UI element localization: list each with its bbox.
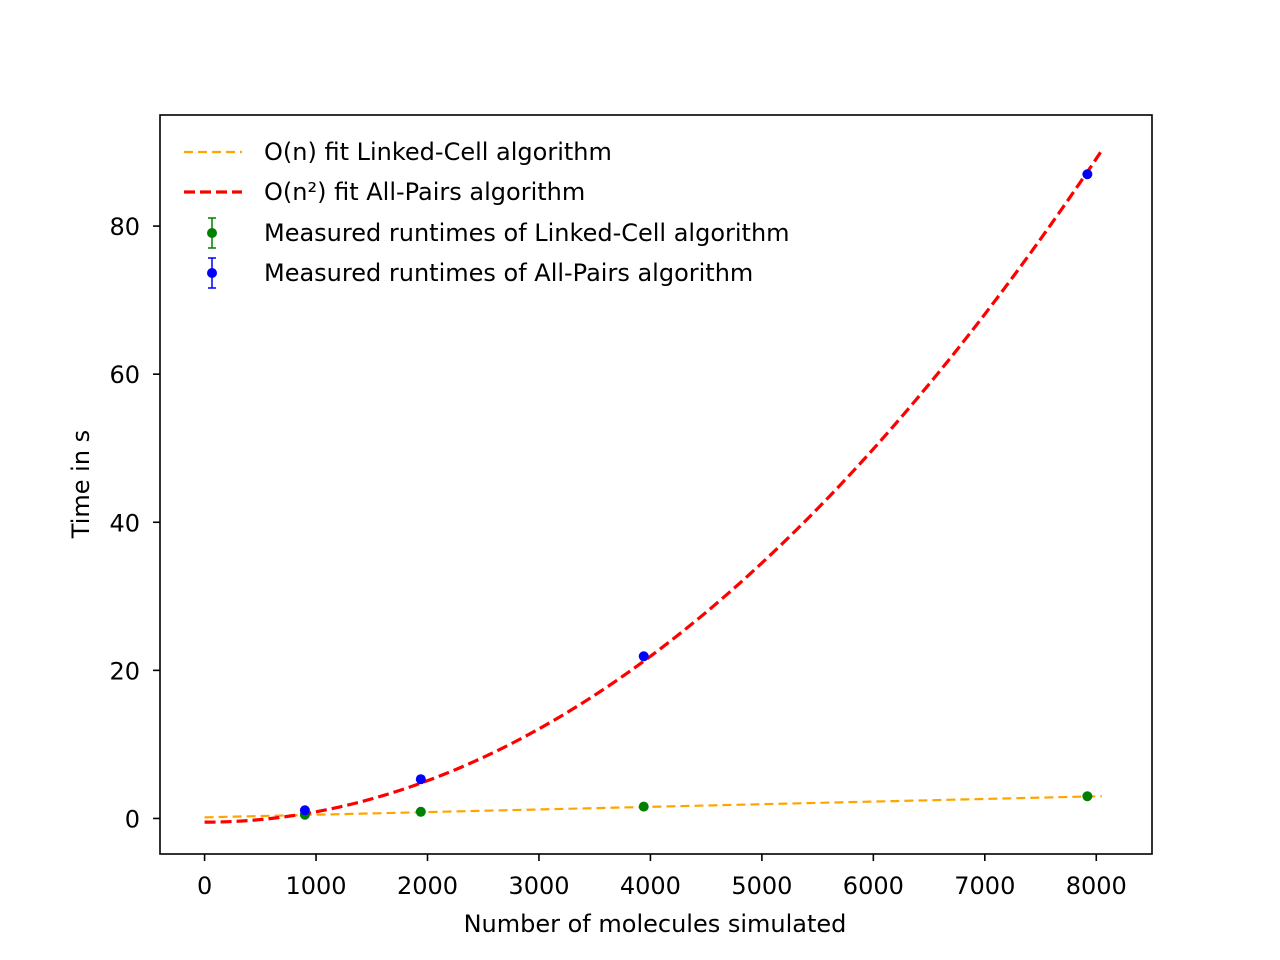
data-point-all-pairs (638, 651, 649, 662)
legend: O(n) fit Linked-Cell algorithm O(n²) fit … (184, 138, 790, 289)
x-tick-label: 3000 (508, 872, 569, 900)
x-axis-label: Number of molecules simulated (464, 910, 847, 938)
y-tick-label: 40 (109, 509, 140, 537)
axes: 0 1000 2000 3000 4000 5000 6000 7000 8000 0 20 40 60… (109, 114, 1153, 900)
data-point-all-pairs (299, 805, 310, 816)
plot-area (204, 149, 1104, 824)
data-point-linked-cell (415, 806, 426, 817)
legend-label-all-pairs-fit: O(n²) fit All-Pairs algorithm (264, 178, 585, 206)
series-line-all-pairs-fit (204, 149, 1104, 824)
data-point-linked-cell (638, 801, 649, 812)
legend-label-linked-cell-fit: O(n) fit Linked-Cell algorithm (264, 138, 612, 166)
y-tick-label: 60 (109, 361, 140, 389)
data-point-all-pairs (1082, 169, 1093, 180)
x-tick-label: 7000 (954, 872, 1015, 900)
series-line-linked-cell-fit (204, 795, 1102, 819)
data-point-all-pairs (415, 774, 426, 785)
x-tick-label: 2000 (397, 872, 458, 900)
legend-marker-linked-cell-measured (207, 228, 217, 238)
x-tick-label: 0 (197, 872, 212, 900)
x-tick-label: 1000 (286, 872, 347, 900)
x-tick-label: 8000 (1066, 872, 1127, 900)
data-point-linked-cell (1082, 791, 1093, 802)
y-tick-label: 80 (109, 213, 140, 241)
legend-marker-all-pairs-measured (207, 268, 217, 278)
axes-frame (159, 114, 1153, 855)
y-tick-label: 0 (125, 805, 140, 833)
x-tick-label: 6000 (843, 872, 904, 900)
x-tick-label: 4000 (620, 872, 681, 900)
legend-label-all-pairs-measured: Measured runtimes of All-Pairs algorithm (264, 259, 753, 287)
x-tick-label: 5000 (731, 872, 792, 900)
y-tick-label: 20 (109, 657, 140, 685)
y-axis-label: Time in s (67, 430, 95, 539)
legend-label-linked-cell-measured: Measured runtimes of Linked-Cell algorit… (264, 219, 790, 247)
